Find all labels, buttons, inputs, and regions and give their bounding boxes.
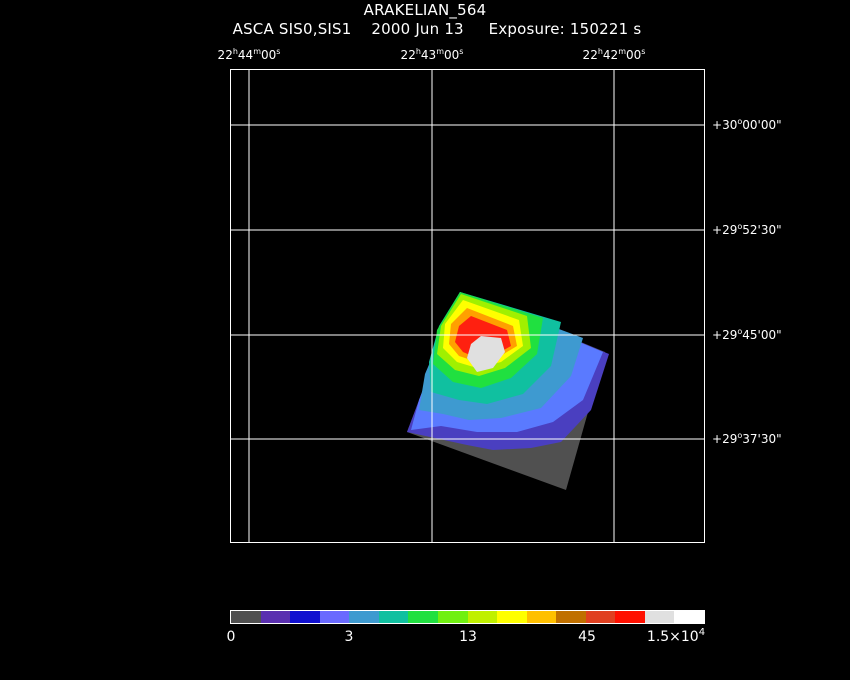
intensity-colorbar bbox=[230, 610, 705, 624]
colorbar-segment bbox=[526, 611, 557, 623]
colorbar-tick-label-max: 1.5×104 bbox=[646, 627, 706, 646]
colorbar-segment bbox=[674, 611, 704, 623]
xray-intensity-map bbox=[407, 292, 609, 490]
colorbar-segment bbox=[260, 611, 291, 623]
colorbar-tick-label: 45 bbox=[578, 629, 596, 645]
colorbar-segment bbox=[349, 611, 379, 623]
dec-tick-label: +29o37'30" bbox=[712, 431, 782, 447]
ra-tick-label: 22h44m00s bbox=[217, 47, 281, 63]
colorbar-segment bbox=[644, 611, 675, 623]
colorbar-segment bbox=[408, 611, 438, 623]
sky-image bbox=[231, 70, 704, 542]
colorbar-segment bbox=[378, 611, 409, 623]
colorbar-segment bbox=[497, 611, 527, 623]
sky-image-frame bbox=[230, 69, 705, 543]
colorbar-segment bbox=[437, 611, 468, 623]
colorbar-segment bbox=[585, 611, 616, 623]
dec-tick-label: +29o45'00" bbox=[712, 327, 782, 343]
colorbar-segment bbox=[467, 611, 498, 623]
ra-tick-label: 22h42m00s bbox=[582, 47, 646, 63]
dec-tick-label: +30o00'00" bbox=[712, 117, 782, 133]
colorbar-segment bbox=[615, 611, 645, 623]
colorbar-tick-label: 3 bbox=[344, 629, 354, 645]
intensity-region-peak bbox=[467, 336, 505, 372]
colorbar-segment bbox=[290, 611, 320, 623]
dec-tick-label: +29o52'30" bbox=[712, 222, 782, 238]
observation-info: ASCA SIS0,SIS1 2000 Jun 13 Exposure: 150… bbox=[232, 20, 642, 38]
ra-tick-label: 22h43m00s bbox=[400, 47, 464, 63]
colorbar-segment bbox=[556, 611, 586, 623]
coordinate-grid bbox=[231, 70, 704, 542]
colorbar-tick-label: 0 bbox=[226, 629, 236, 645]
colorbar-tick-label: 13 bbox=[459, 629, 477, 645]
colorbar-segment bbox=[319, 611, 350, 623]
colorbar-segment bbox=[231, 611, 261, 623]
image-title: ARAKELIAN_564 bbox=[363, 1, 487, 19]
